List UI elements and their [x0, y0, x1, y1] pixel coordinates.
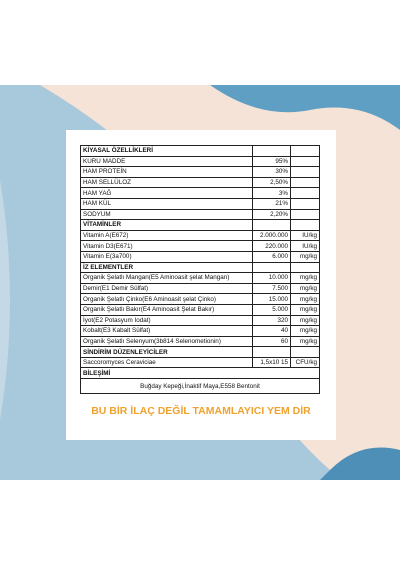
row: HAM SELLÜLOZ 2,50% — [80, 176, 320, 189]
cell: BİLEŞİMİ — [80, 367, 320, 380]
cell: VİTAMİNLER — [80, 219, 253, 231]
cell — [290, 187, 320, 199]
cell: İyot(E2 Potasyum Iodat) — [80, 314, 253, 327]
cell: 3% — [252, 187, 291, 199]
row: HAM KÜL 21% — [80, 197, 320, 210]
cell: 21% — [252, 197, 291, 210]
cell: KURU MADDE — [80, 155, 253, 168]
cell: Organik Şelatlı Selenyum(3b814 Selenomet… — [80, 335, 253, 348]
row: Organik Şelatlı Bakır(E4 Aminoasit Şelat… — [80, 303, 320, 316]
row: Saccoromyces Ceraviciae 1,5x10 15 CFU/kg — [80, 356, 320, 369]
cell: 95% — [252, 155, 291, 168]
cell: 5.000 — [252, 303, 291, 316]
cell: HAM KÜL — [80, 197, 253, 210]
row: KURU MADDE 95% — [80, 155, 320, 168]
cell: Organik Şelatlı Bakır(E4 Aminoasit Şelat… — [80, 303, 253, 316]
cell: SİNDİRİM DÜZENLEYİCİLER — [80, 346, 253, 358]
row: Vitamin A(E672) 2.000.000 IU/kg — [80, 229, 320, 242]
row: İZ ELEMENTLER — [80, 261, 320, 274]
cell — [290, 155, 320, 168]
row: BİLEŞİMİ — [80, 367, 320, 380]
cell: Buğday Kepeği,İnaktif Maya,E558 Bentonit — [80, 378, 320, 395]
cell: Kobalt(E3 Kabalt Sülfat) — [80, 325, 253, 337]
cell: HAM PROTEİN — [80, 166, 253, 178]
cell: KİYASAL ÖZELLİKLERİ — [80, 145, 253, 157]
cell: 2,50% — [252, 176, 291, 189]
cell: IU/kg — [290, 229, 320, 242]
cell — [252, 145, 291, 157]
cell: 10.000 — [252, 272, 291, 284]
row: İyot(E2 Potasyum Iodat) 320 mg/kg — [80, 314, 320, 327]
cell: 40 — [252, 325, 291, 337]
row: HAM YAĞ 3% — [80, 187, 320, 199]
cell — [290, 145, 320, 157]
cell: HAM SELLÜLOZ — [80, 176, 253, 189]
row: Demir(E1 Demir Sülfat) 7.500 mg/kg — [80, 282, 320, 295]
cell: mg/kg — [290, 335, 320, 348]
cell: İZ ELEMENTLER — [80, 261, 253, 274]
cell: SODYUM — [80, 208, 253, 221]
cell: Saccoromyces Ceraviciae — [80, 356, 253, 369]
cell: 2.000.000 — [252, 229, 291, 242]
cell — [290, 261, 320, 274]
row: Organik Şelatlı Çinko(E6 Aminoasit şelat… — [80, 293, 320, 305]
cell: Vitamin D3(E671) — [80, 240, 253, 252]
cell: 320 — [252, 314, 291, 327]
cell: HAM YAĞ — [80, 187, 253, 199]
cell — [290, 219, 320, 231]
cell: Vitamin E(3a700) — [80, 250, 253, 263]
row: Organik Şelatlı Mangan(E5 Aminoasit şela… — [80, 272, 320, 284]
notice: BU BİR İLAÇ DEĞİL TAMAMLAYICI YEM DİR — [91, 405, 311, 417]
cell: Demir(E1 Demir Sülfat) — [80, 282, 253, 295]
row: KİYASAL ÖZELLİKLERİ — [80, 145, 320, 157]
cell — [290, 346, 320, 358]
cell: Vitamin A(E672) — [80, 229, 253, 242]
cell: IU/kg — [290, 240, 320, 252]
cell: 30% — [252, 166, 291, 178]
cell — [252, 261, 291, 274]
cell — [290, 197, 320, 210]
row: Kobalt(E3 Kabalt Sülfat) 40 mg/kg — [80, 325, 320, 337]
row: SODYUM 2,20% — [80, 208, 320, 221]
cell: mg/kg — [290, 282, 320, 295]
cell: CFU/kg — [290, 356, 320, 369]
cell — [290, 208, 320, 221]
row: SİNDİRİM DÜZENLEYİCİLER — [80, 346, 320, 358]
cell: mg/kg — [290, 293, 320, 305]
cell: mg/kg — [290, 314, 320, 327]
cell: Organik Şelatlı Mangan(E5 Aminoasit şela… — [80, 272, 253, 284]
cell: Organik Şelatlı Çinko(E6 Aminoasit şelat… — [80, 293, 253, 305]
cell: mg/kg — [290, 303, 320, 316]
cell: 2,20% — [252, 208, 291, 221]
cell: mg/kg — [290, 325, 320, 337]
spec-table: KİYASAL ÖZELLİKLERİ KURU MADDE 95% HAM PROT… — [80, 145, 320, 395]
row: Vitamin E(3a700) 6.000 mg/kg — [80, 250, 320, 263]
cell: mg/kg — [290, 272, 320, 284]
row: HAM PROTEİN 30% — [80, 166, 320, 178]
cell — [290, 166, 320, 178]
cell: 60 — [252, 335, 291, 348]
row: Buğday Kepeği,İnaktif Maya,E558 Bentonit — [80, 378, 320, 395]
cell: 7.500 — [252, 282, 291, 295]
row: Organik Şelatlı Selenyum(3b814 Selenomet… — [80, 335, 320, 348]
row: Vitamin D3(E671) 220.000 IU/kg — [80, 240, 320, 252]
row: VİTAMİNLER — [80, 219, 320, 231]
cell: 1,5x10 15 — [252, 356, 291, 369]
cell: 6.000 — [252, 250, 291, 263]
cell — [290, 176, 320, 189]
cell: 15.000 — [252, 293, 291, 305]
cell — [252, 346, 291, 358]
cell — [252, 219, 291, 231]
cell: 220.000 — [252, 240, 291, 252]
cell: mg/kg — [290, 250, 320, 263]
